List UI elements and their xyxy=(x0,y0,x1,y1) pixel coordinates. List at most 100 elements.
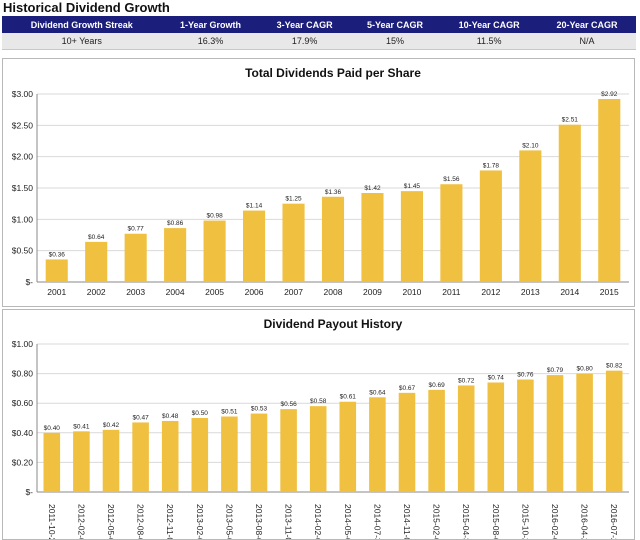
data-label: $0.36 xyxy=(49,251,66,258)
bar xyxy=(605,370,623,492)
data-label: $0.77 xyxy=(128,226,145,233)
bar xyxy=(102,429,120,492)
data-label: $1.42 xyxy=(364,185,381,192)
bar xyxy=(45,259,68,282)
page-title: Historical Dividend Growth xyxy=(3,0,170,15)
data-label: $1.45 xyxy=(404,183,421,190)
y-tick-label: $- xyxy=(25,277,33,287)
y-tick-label: $2.00 xyxy=(12,152,34,162)
data-label: $0.64 xyxy=(369,389,386,396)
data-label: $0.74 xyxy=(488,374,505,381)
chart-title: Dividend Payout History xyxy=(264,317,403,331)
value-5-year-cagr: 15% xyxy=(349,33,441,50)
x-tick-label: 2012-02-03 xyxy=(76,504,86,539)
x-tick-label: 2013-08-05 xyxy=(254,504,264,539)
x-tick-label: 2016-04-28 xyxy=(580,504,590,539)
data-label: $0.86 xyxy=(167,220,184,227)
x-tick-label: 2005 xyxy=(205,287,224,297)
x-tick-label: 2014-02-05 xyxy=(313,504,323,539)
x-tick-label: 2014 xyxy=(560,287,579,297)
data-label: $0.48 xyxy=(162,413,179,420)
data-label: $1.14 xyxy=(246,203,263,210)
y-tick-label: $0.20 xyxy=(12,457,34,467)
bar xyxy=(250,413,268,492)
x-tick-label: 2010 xyxy=(402,287,421,297)
bar xyxy=(400,191,423,282)
x-tick-label: 2015-10-29 xyxy=(520,504,530,539)
data-label: $0.51 xyxy=(221,409,238,416)
bar xyxy=(546,375,564,492)
x-tick-label: 2007 xyxy=(284,287,303,297)
bar xyxy=(124,233,147,282)
data-label: $0.56 xyxy=(280,401,297,408)
x-tick-label: 2001 xyxy=(47,287,66,297)
bar xyxy=(280,409,297,492)
dividend-summary-table: Dividend Growth Streak 1-Year Growth 3-Y… xyxy=(2,16,636,50)
x-tick-label: 2004 xyxy=(166,287,185,297)
y-tick-label: $- xyxy=(25,487,33,497)
bar xyxy=(398,392,416,492)
data-label: $0.40 xyxy=(44,425,61,432)
header-20-year-cagr: 20-Year CAGR xyxy=(538,16,636,33)
bar xyxy=(479,170,502,282)
header-1-year-growth: 1-Year Growth xyxy=(161,16,260,33)
data-label: $0.50 xyxy=(192,410,209,417)
header-10-year-cagr: 10-Year CAGR xyxy=(440,16,539,33)
bar xyxy=(440,184,463,282)
data-label: $0.67 xyxy=(399,385,416,392)
x-tick-label: 2008 xyxy=(324,287,343,297)
bar xyxy=(576,373,593,492)
bar xyxy=(487,382,505,492)
data-label: $0.61 xyxy=(340,394,357,401)
data-label: $1.78 xyxy=(483,162,500,169)
x-tick-label: 2016-02-03 xyxy=(550,504,560,539)
data-label: $0.58 xyxy=(310,398,327,405)
bar xyxy=(428,389,445,492)
x-tick-label: 2003 xyxy=(126,287,145,297)
bar xyxy=(457,385,475,492)
x-tick-label: 2015-04-30 xyxy=(461,504,471,539)
bar xyxy=(243,210,266,282)
data-label: $2.51 xyxy=(562,117,579,124)
bar xyxy=(339,401,357,492)
data-label: $0.80 xyxy=(576,366,593,373)
value-10-year-cagr: 11.5% xyxy=(440,33,539,50)
bar xyxy=(191,418,209,492)
value-3-year-cagr: 17.9% xyxy=(259,33,350,50)
x-tick-label: 2013-11-05 xyxy=(284,504,294,539)
bar xyxy=(203,220,226,282)
data-label: $0.42 xyxy=(103,422,120,429)
bar xyxy=(221,416,238,492)
value-growth-streak: 10+ Years xyxy=(2,33,162,50)
x-tick-label: 2014-05-06 xyxy=(343,504,353,539)
bar xyxy=(598,99,621,282)
payout-history-chart: Dividend Payout History $- $0.20 $0.40 $0.60… xyxy=(12,317,629,539)
data-label: $1.56 xyxy=(443,176,460,183)
header-3-year-cagr: 3-Year CAGR xyxy=(259,16,350,33)
data-label: $0.64 xyxy=(88,234,105,241)
y-tick-label: $1.00 xyxy=(12,339,34,349)
bar xyxy=(43,432,61,492)
total-dividends-chart-panel: Total Dividends Paid per Share $- $0.50 $1.… xyxy=(2,58,635,307)
x-tick-label: 2011 xyxy=(442,287,461,297)
x-tick-label: 2013-02-04 xyxy=(195,504,205,539)
bar xyxy=(517,379,534,492)
y-tick-label: $1.00 xyxy=(12,214,34,224)
data-label: $0.53 xyxy=(251,406,268,413)
x-tick-label: 2014-11-05 xyxy=(402,504,412,539)
x-tick-label: 2012-11-02 xyxy=(165,504,175,539)
bar xyxy=(369,397,386,492)
data-label: $2.92 xyxy=(601,91,618,98)
payout-history-chart-panel: Dividend Payout History $- $0.20 $0.40 $0.60… xyxy=(2,309,635,540)
data-label: $0.72 xyxy=(458,377,475,384)
header-growth-streak: Dividend Growth Streak xyxy=(2,16,162,33)
x-tick-label: 2002 xyxy=(87,287,106,297)
data-label: $0.69 xyxy=(428,382,445,389)
bar xyxy=(164,228,187,282)
header-5-year-cagr: 5-Year CAGR xyxy=(349,16,441,33)
y-tick-label: $0.40 xyxy=(12,428,34,438)
data-label: $0.82 xyxy=(606,363,623,370)
value-20-year-cagr: N/A xyxy=(538,33,636,50)
data-label: $2.10 xyxy=(522,142,539,149)
y-tick-label: $1.50 xyxy=(12,183,34,193)
